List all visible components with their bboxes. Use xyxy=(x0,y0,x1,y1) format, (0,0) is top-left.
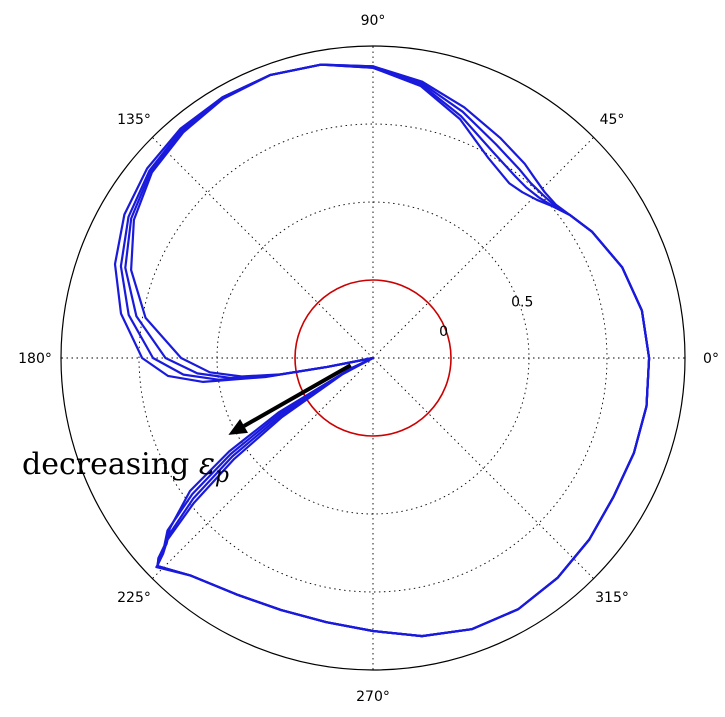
grid-spoke xyxy=(152,137,374,359)
series-line-1 xyxy=(130,63,651,638)
grid-spoke xyxy=(372,357,594,579)
theta-tick-90: 90° xyxy=(361,13,386,29)
theta-tick-315: 315° xyxy=(595,590,629,606)
r-tick-label: 0.5 xyxy=(511,294,533,310)
r-tick-label: 0 xyxy=(439,324,448,340)
theta-tick-225: 225° xyxy=(117,590,151,606)
annotation-arrow xyxy=(243,363,352,428)
series-group xyxy=(113,63,651,638)
tick-labels: 0° 45° 90° 135° 180° 225° 270° 315° 0 0.5 xyxy=(18,13,719,705)
theta-tick-270: 270° xyxy=(356,689,390,705)
reference-circle-r0 xyxy=(294,279,452,437)
grid-spoke xyxy=(152,357,374,579)
theta-tick-180: 180° xyxy=(18,351,52,367)
theta-tick-45: 45° xyxy=(600,112,625,128)
theta-tick-0: 0° xyxy=(703,351,719,367)
reference-circle xyxy=(294,279,452,437)
theta-tick-135: 135° xyxy=(117,112,151,128)
series-line-3 xyxy=(119,63,651,638)
annotation-label: decreasing εp xyxy=(22,447,229,488)
polar-grid xyxy=(61,46,685,670)
series-line-2 xyxy=(124,63,651,638)
outer-frame xyxy=(60,45,686,671)
annotation-arrowhead xyxy=(228,419,248,435)
series-line-4 xyxy=(113,63,651,638)
grid-circle xyxy=(138,123,608,593)
annotation: decreasing εp xyxy=(22,363,352,488)
grid-spoke xyxy=(372,137,594,359)
